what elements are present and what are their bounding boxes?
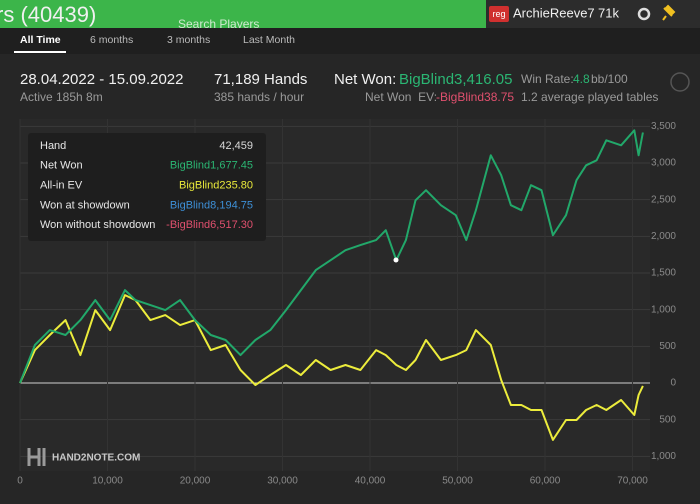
- top-bar: [0, 0, 486, 28]
- x-tick-label: 20,000: [180, 476, 211, 487]
- x-tick-label: 60,000: [530, 476, 561, 487]
- hover-point: [393, 257, 399, 263]
- period: 28.04.2022 - 15.09.2022: [20, 71, 183, 88]
- y-tick-label: 500: [659, 414, 676, 425]
- player-title: rs (40439): [0, 2, 96, 27]
- x-tick-label: 40,000: [355, 476, 386, 487]
- player-name[interactable]: ArchieReeve7: [513, 5, 595, 20]
- series-line: [19, 294, 644, 441]
- tooltip-value: BigBlind1,677.45: [170, 160, 253, 172]
- x-tick-label: 0: [17, 476, 23, 487]
- ev-label: Net Won EV:: [365, 90, 437, 104]
- win-rate-label: Win Rate:: [521, 72, 574, 86]
- tooltip-label: Won at showdown: [40, 199, 130, 211]
- tooltip-label: Net Won: [40, 160, 83, 172]
- x-tick-label: 70,000: [617, 476, 648, 487]
- user-bar: [486, 0, 700, 28]
- logo: [27, 448, 46, 466]
- chart-settings[interactable]: [670, 72, 690, 92]
- y-tick-label: 3,500: [651, 121, 676, 132]
- badge-text: reg: [492, 9, 505, 19]
- tooltip-value: BigBlind235.80: [179, 180, 253, 192]
- ev-value: -BigBlind38.75: [436, 90, 514, 104]
- x-tick-label: 10,000: [92, 476, 123, 487]
- y-tick-label: 1,500: [651, 268, 676, 279]
- reg-badge: [489, 6, 509, 22]
- tab[interactable]: 3 months: [167, 34, 210, 46]
- y-tick-label: 500: [659, 341, 676, 352]
- series-line: [19, 129, 644, 384]
- net-won: BigBlind3,416.05: [399, 71, 512, 88]
- x-tick-label: 50,000: [442, 476, 473, 487]
- active-time: Active 185h 8m: [20, 90, 103, 104]
- settings-icon[interactable]: [637, 7, 651, 21]
- y-tick-label: 2,500: [651, 194, 676, 205]
- y-tick-label: 3,000: [651, 158, 676, 169]
- pin-icon[interactable]: [662, 4, 676, 21]
- search-box[interactable]: Search Players: [178, 17, 259, 31]
- tooltip-value: 42,459: [219, 140, 253, 152]
- y-tick-label: 0: [670, 378, 676, 389]
- watermark: HAND2NOTE.COM: [52, 453, 140, 464]
- tab-bar: [0, 28, 700, 54]
- tab-underline: [14, 51, 66, 53]
- y-tick-label: 1,000: [651, 304, 676, 315]
- y-tick-label: 2,000: [651, 231, 676, 242]
- win-rate: 4.8: [573, 72, 590, 86]
- tab[interactable]: 6 months: [90, 34, 133, 46]
- y-tick-label: 1,000: [651, 451, 676, 462]
- tooltip-value: -BigBlind6,517.30: [166, 219, 253, 231]
- tooltip-label: Won without showdown: [40, 219, 155, 231]
- tab[interactable]: Last Month: [243, 34, 295, 46]
- net-won-label: Net Won:: [334, 71, 396, 88]
- tab[interactable]: All Time: [20, 34, 61, 46]
- tables: 1.2 average played tables: [521, 90, 658, 104]
- win-rate-unit: bb/100: [591, 72, 628, 86]
- hands: 71,189 Hands: [214, 71, 307, 88]
- tooltip-value: BigBlind8,194.75: [170, 199, 253, 211]
- tooltip: [28, 133, 266, 241]
- hands-rate: 385 hands / hour: [214, 90, 304, 104]
- tooltip-label: Hand: [40, 140, 66, 152]
- player-count: 71k: [598, 5, 619, 20]
- tooltip-label: All-in EV: [40, 180, 83, 192]
- x-tick-label: 30,000: [267, 476, 298, 487]
